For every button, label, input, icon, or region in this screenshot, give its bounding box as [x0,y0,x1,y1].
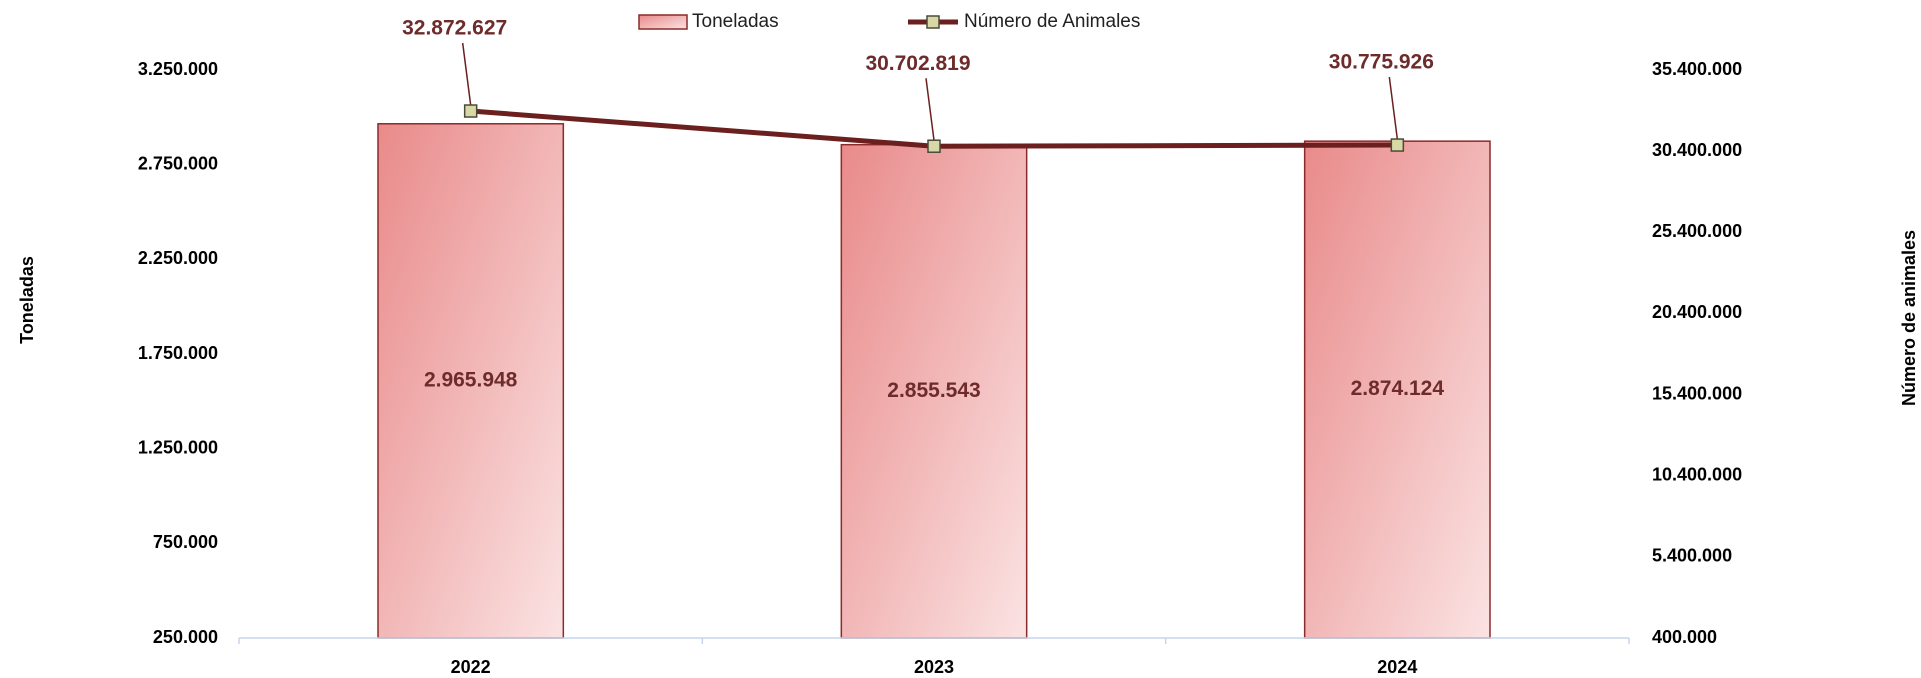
line-marker [927,139,941,153]
x-tick-label: 2023 [914,657,954,677]
y2-axis-title: Número de animales [1899,230,1919,406]
y2-tick-label: 5.400.000 [1652,546,1732,566]
bar [377,123,565,639]
y-tick-label: 2.750.000 [138,153,218,173]
x-tick-label: 2024 [1377,657,1417,677]
line-value-label: 30.775.926 [1329,51,1434,74]
legend-label: Número de Animales [964,11,1140,32]
legend-label: Toneladas [692,11,779,32]
y2-tick-label: 15.400.000 [1652,383,1742,403]
line-marker [1390,138,1405,152]
bar-value-label: 2.874.124 [1351,377,1445,400]
y-axis-title: Toneladas [17,256,37,344]
y2-tick-label: 400.000 [1652,627,1717,647]
y-tick-label: 750.000 [153,532,218,552]
y-tick-label: 2.250.000 [138,248,218,268]
y2-tick-label: 30.400.000 [1652,140,1742,160]
y2-tick-label: 20.400.000 [1652,302,1742,322]
y2-tick-label: 25.400.000 [1652,221,1742,241]
line-marker [463,104,478,118]
bar-value-label: 2.965.948 [424,368,518,391]
legend-marker [926,15,940,29]
y-tick-label: 1.250.000 [138,437,218,457]
line-value-label: 30.702.819 [865,52,970,75]
y2-tick-label: 10.400.000 [1652,464,1742,484]
line-value-label: 32.872.627 [402,17,507,40]
y2-tick-label: 35.400.000 [1652,59,1742,79]
leader-line [461,42,472,106]
y-tick-label: 250.000 [153,627,218,647]
x-tick-label: 2022 [451,657,491,677]
y-tick-label: 1.750.000 [138,343,218,363]
legend-swatch [638,14,688,30]
leader-line [925,78,935,141]
bar-value-label: 2.855.543 [887,379,980,402]
y-tick-label: 3.250.000 [138,59,218,79]
leader-line [1388,76,1399,140]
bar [840,143,1028,639]
